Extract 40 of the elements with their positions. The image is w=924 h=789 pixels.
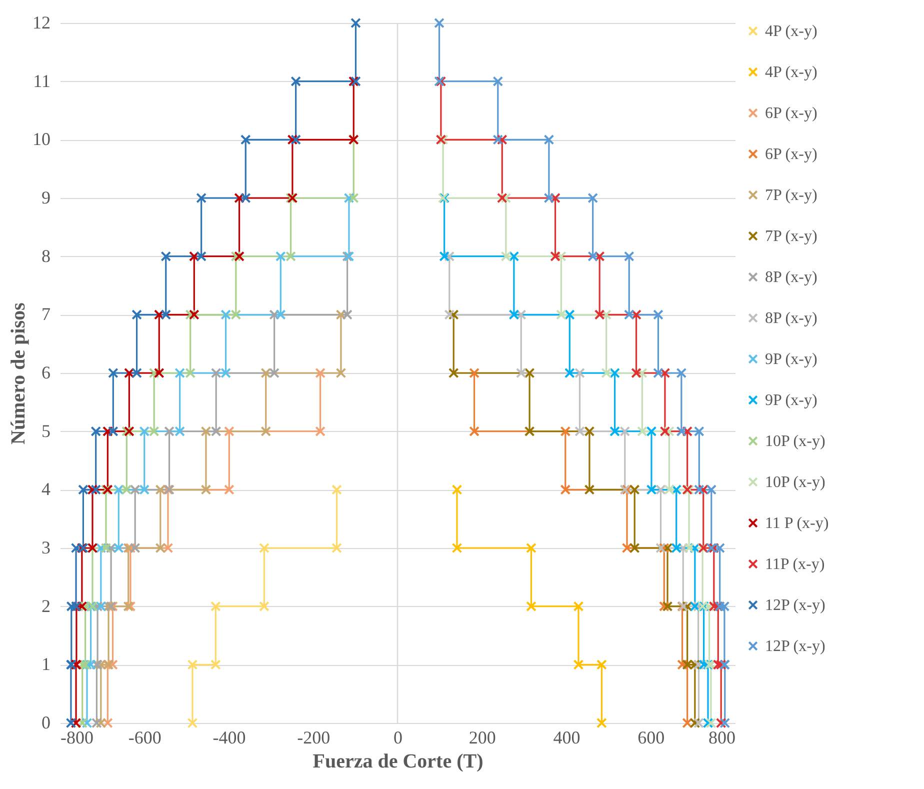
x-tick-label: 400 bbox=[553, 728, 580, 748]
legend-label: 9P (x-y) bbox=[765, 392, 818, 409]
y-tick-label: 12 bbox=[32, 12, 50, 32]
legend-label: 10P (x-y) bbox=[765, 433, 826, 450]
legend-label: 8P (x-y) bbox=[765, 310, 818, 327]
x-tick-label: 600 bbox=[638, 728, 665, 748]
legend-label: 4P (x-y) bbox=[765, 23, 818, 40]
legend-label: 10P (x-y) bbox=[765, 474, 826, 491]
y-tick-label: 7 bbox=[42, 304, 50, 324]
legend-label: 12P (x-y) bbox=[765, 597, 826, 614]
x-tick-label: 200 bbox=[468, 728, 496, 748]
y-tick-label: 3 bbox=[42, 538, 50, 558]
legend-label: 4P (x-y) bbox=[765, 64, 818, 81]
x-tick-label: 800 bbox=[708, 728, 736, 748]
y-tick-label: 0 bbox=[42, 712, 50, 732]
legend-label: 12P (x-y) bbox=[765, 638, 826, 655]
x-tick-label: -600 bbox=[128, 728, 162, 748]
y-tick-label: 9 bbox=[42, 188, 50, 208]
y-axis-title: Número de pisos bbox=[8, 302, 30, 444]
legend-label: 8P (x-y) bbox=[765, 269, 818, 286]
legend-label: 11P (x-y) bbox=[765, 556, 825, 573]
legend-label: 6P (x-y) bbox=[765, 105, 818, 122]
legend-label: 7P (x-y) bbox=[765, 187, 818, 204]
legend-label: 7P (x-y) bbox=[765, 228, 818, 245]
legend-label: 9P (x-y) bbox=[765, 351, 818, 368]
x-tick-label: -800 bbox=[60, 728, 94, 748]
x-tick-label: -200 bbox=[297, 728, 330, 748]
y-tick-label: 6 bbox=[42, 362, 50, 382]
y-tick-label: 8 bbox=[42, 246, 50, 266]
y-tick-label: 5 bbox=[42, 420, 50, 441]
y-tick-label: 11 bbox=[33, 70, 50, 91]
x-tick-label: -400 bbox=[212, 728, 246, 748]
y-tick-label: 10 bbox=[32, 129, 50, 150]
y-tick-label: 1 bbox=[42, 654, 50, 674]
y-tick-label: 4 bbox=[42, 479, 50, 500]
legend-label: 6P (x-y) bbox=[765, 146, 818, 163]
legend-label: 11 P (x-y) bbox=[765, 515, 829, 532]
x-axis-title: Fuerza de Corte (T) bbox=[312, 750, 484, 772]
y-tick-label: 2 bbox=[42, 596, 50, 616]
x-tick-label: 0 bbox=[394, 728, 402, 748]
